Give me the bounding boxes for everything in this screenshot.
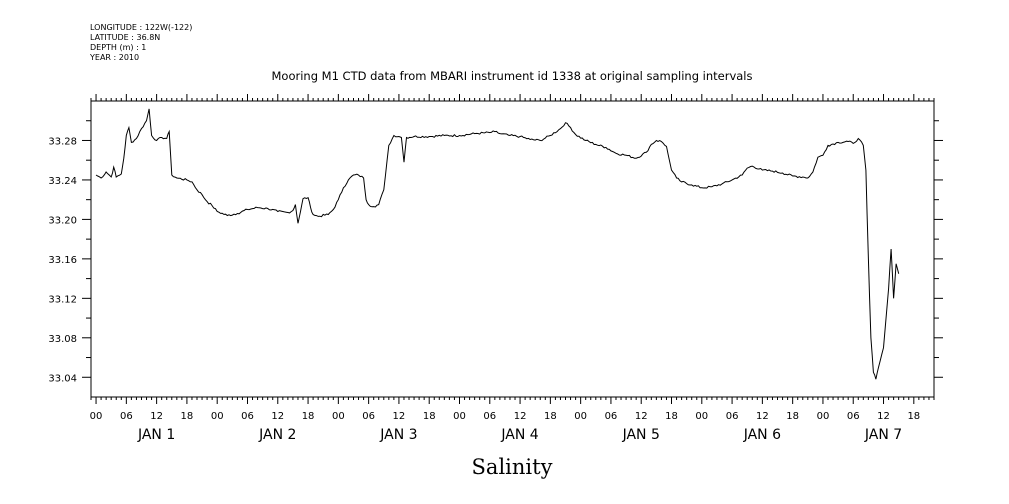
x-day-label: JAN 2 xyxy=(258,427,296,443)
y-tick-label: 33.12 xyxy=(48,294,77,305)
x-hour-tick-label: 06 xyxy=(241,411,254,422)
x-hour-tick-label: 18 xyxy=(423,411,436,422)
x-hour-tick-label: 18 xyxy=(302,411,315,422)
x-hour-tick-label: 00 xyxy=(695,411,708,422)
y-axis: 33.04 33.08 33.12 33.16 33.20 33.24 33.28 xyxy=(48,120,943,384)
header-longitude: LONGITUDE : 122W(-122) xyxy=(90,23,192,32)
x-day-label: JAN 7 xyxy=(864,427,902,443)
y-tick-label: 33.16 xyxy=(48,255,77,266)
header-depth: DEPTH (m) : 1 xyxy=(90,43,146,52)
y-tick-label: 33.08 xyxy=(48,334,77,345)
y-tick-label: 33.20 xyxy=(48,215,77,226)
y-tick-label: 33.04 xyxy=(48,373,77,384)
x-hour-tick-label: 00 xyxy=(817,411,830,422)
x-hour-tick-label: 12 xyxy=(877,411,890,422)
chart-title: Mooring M1 CTD data from MBARI instrumen… xyxy=(272,69,753,83)
x-hour-tick-label: 12 xyxy=(393,411,406,422)
x-hour-tick-label: 00 xyxy=(574,411,587,422)
x-axis-label: Salinity xyxy=(472,455,553,479)
x-hour-tick-label: 00 xyxy=(332,411,345,422)
x-hour-tick-label: 06 xyxy=(362,411,375,422)
plot-frame xyxy=(90,100,935,398)
y-tick-label: 33.24 xyxy=(48,176,77,187)
header-latitude: LATITUDE : 36.8N xyxy=(90,33,160,42)
x-hour-tick-label: 18 xyxy=(786,411,799,422)
x-hour-tick-label: 18 xyxy=(665,411,678,422)
x-day-label: JAN 3 xyxy=(379,427,417,443)
x-day-label: JAN 1 xyxy=(137,427,175,443)
x-hour-tick-label: 18 xyxy=(907,411,920,422)
x-hour-tick-label: 18 xyxy=(181,411,194,422)
header-year: YEAR : 2010 xyxy=(89,53,139,62)
x-hour-tick-label: 12 xyxy=(635,411,648,422)
x-hour-tick-label: 12 xyxy=(756,411,769,422)
x-hour-tick-label: 06 xyxy=(847,411,860,422)
x-hour-tick-label: 00 xyxy=(90,411,103,422)
x-hour-tick-label: 12 xyxy=(150,411,163,422)
x-day-label: JAN 4 xyxy=(500,427,538,443)
x-day-label: JAN 6 xyxy=(743,427,781,443)
x-hour-tick-label: 06 xyxy=(120,411,133,422)
x-hour-tick-label: 12 xyxy=(271,411,284,422)
x-hour-tick-label: 18 xyxy=(544,411,557,422)
x-axis: 00 06 12 18 00 06 12 18 00 06 12 18 00 06 12 18 00 06 12 18… xyxy=(90,94,935,443)
x-hour-tick-label: 06 xyxy=(483,411,496,422)
series-line-salinity xyxy=(95,108,900,380)
x-hour-tick-label: 00 xyxy=(211,411,224,422)
x-hour-tick-label: 00 xyxy=(453,411,466,422)
header-block: LONGITUDE : 122W(-122) LATITUDE : 36.8N … xyxy=(89,23,192,62)
x-hour-tick-label: 06 xyxy=(726,411,739,422)
x-hour-tick-label: 06 xyxy=(605,411,618,422)
y-tick-label: 33.28 xyxy=(48,136,77,147)
x-day-label: JAN 5 xyxy=(622,427,660,443)
x-hour-tick-label: 12 xyxy=(514,411,527,422)
